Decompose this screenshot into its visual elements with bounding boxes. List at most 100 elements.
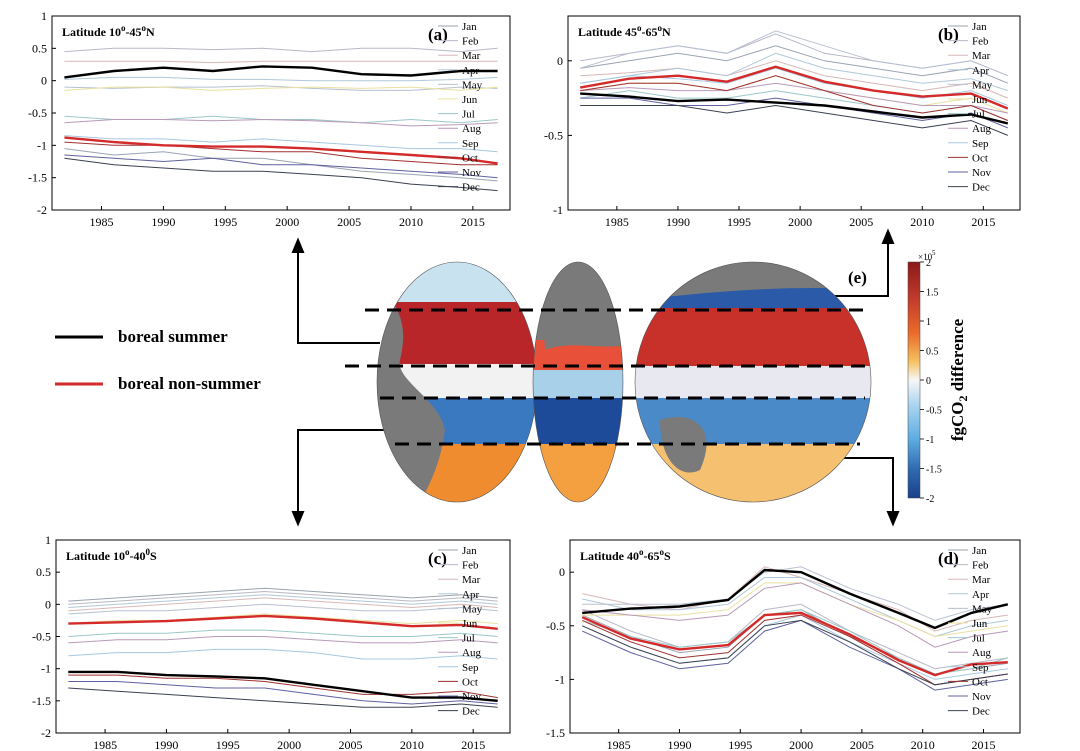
x-tick-label: 2005 [849,215,873,229]
x-tick-label: 2010 [910,215,934,229]
title-sup: o [121,23,126,33]
y-tick-label: -1.5 [28,171,47,185]
series-line-boreal-non-summer [64,136,498,165]
colorbar-tick-label: -0.5 [926,406,942,417]
x-tick-label: 1985 [93,738,117,751]
colorbar-exponent-base: ×10 [918,252,933,262]
series-line-jan [68,587,498,602]
series-line-mar [64,60,498,64]
series-line-may [580,30,1008,77]
arrowhead-c [291,511,305,527]
series-line-dec [581,619,1008,686]
series-line-jun [68,613,498,625]
colorbar-tick-label: 0 [926,376,931,387]
title-sup: o [660,547,665,557]
title-sup: o [637,23,642,33]
legend-summer-label: boreal summer [118,327,228,346]
legend-label-feb: Feb [462,36,479,48]
x-tick-label: 2010 [400,738,424,751]
series-line-aug [580,82,1008,114]
connector-arrows [291,228,900,527]
panel-c: 1985 1990 1995 2000 2005 2010 2015 1 0.5 0 -0.5 -1 -… [32,533,511,751]
series-line-jun [64,86,498,91]
y-tick-label: 0.5 [32,41,47,55]
world-map: (e) [345,261,872,503]
x-tick-label: 2010 [911,738,935,751]
series-line-apr [64,76,498,82]
x-tick-label: 2000 [277,738,301,751]
panel-b: 1985 1990 1995 2000 2005 2010 2015 0 -0.5 -1 Latit… [544,15,1021,229]
series-line-dec [64,157,498,192]
map-lobe-west [377,262,537,502]
plot-frame [567,15,1021,211]
colorbar-tick-label: -1 [926,435,934,446]
arrow-to-c [297,429,420,512]
x-tick-label: 2010 [399,215,423,229]
x-tick-label: 1995 [728,738,752,751]
colorbar-tick-label: -2 [926,494,934,505]
series-line-may [68,603,498,615]
y-tick-label: -1 [41,662,51,676]
legend-label-oct: Oct [462,676,478,688]
legend-label-aug: Aug [462,123,481,135]
plot-frame [51,15,511,211]
series-line-boreal-summer [68,670,498,702]
series-line-oct [68,674,498,699]
y-tick-label: 1 [41,9,47,23]
title-sup: 0 [146,547,151,557]
legend-label-apr: Apr [462,589,479,601]
legend-label-mar: Mar [462,50,481,62]
y-tick-label: 0 [557,54,563,68]
legend-label-aug: Aug [972,647,991,659]
legend-label-aug: Aug [462,647,481,659]
x-tick-label: 2015 [461,215,485,229]
arrowhead-a [291,237,305,253]
x-tick-label: 2015 [972,738,996,751]
legend-label-apr: Apr [462,65,479,77]
title-sup: o [142,23,147,33]
plot-frame [569,539,1021,734]
series-line-apr [582,577,1008,638]
series-line-boreal-non-summer [581,611,1008,677]
series-line-jul [68,629,498,637]
legend-label-aug: Aug [972,123,991,135]
panel-label: (a) [428,25,448,44]
y-tick-label: 0.5 [36,565,51,579]
map-panel-label: (e) [848,268,867,287]
title-text: S [664,549,671,563]
title-sup: o [639,547,644,557]
series-line-nov [68,681,498,705]
legend-label-dec: Dec [462,706,480,718]
series-line-feb [581,603,1008,670]
series-line-boreal-summer [64,65,498,79]
y-tick-label: -0.5 [28,106,47,120]
x-tick-label: 2005 [338,738,362,751]
x-tick-label: 1985 [605,215,629,229]
legend-label-jul: Jul [972,109,985,121]
legend-label-dec: Dec [972,182,990,194]
x-tick-label: 1990 [666,215,690,229]
legend: boreal summer boreal non-summer [55,327,261,393]
y-tick-label: 0 [559,565,565,579]
title-text: -65 [644,549,660,563]
series-line-jan [64,148,498,182]
x-tick-label: 1985 [90,215,114,229]
x-tick-label: 1995 [727,215,751,229]
series-line-aug [582,582,1008,648]
x-tick-label: 2000 [788,215,812,229]
x-tick-label: 1990 [151,215,175,229]
x-tick-label: 1995 [216,738,240,751]
series-line-nov [64,154,498,179]
legend-label-may: May [972,603,993,615]
legend-label-mar: Mar [972,50,991,62]
legend-label-jun: Jun [972,94,988,106]
legend-label-may: May [462,603,483,615]
legend-label-feb: Feb [972,36,989,48]
title-text: -40 [130,549,146,563]
y-tick-label: 1 [45,533,51,547]
legend-label-jan: Jan [462,545,477,557]
series-line-may [582,566,1008,621]
colorbar-bar [907,261,921,499]
title-text: -45 [126,25,142,39]
